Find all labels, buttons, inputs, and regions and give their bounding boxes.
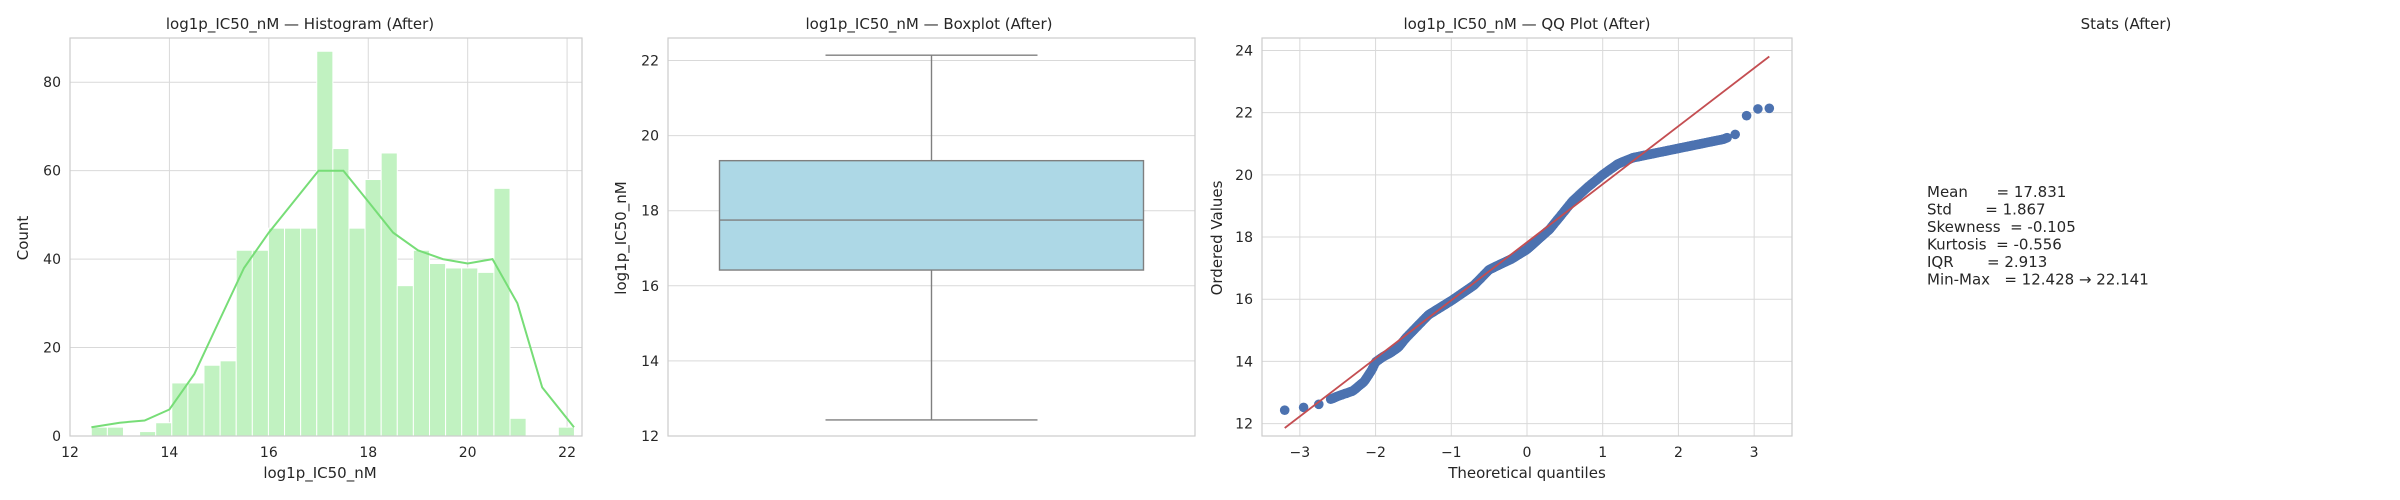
stats-line: Skewness = -0.105 <box>1927 218 2076 236</box>
histogram-bar <box>267 227 286 437</box>
histogram-bar <box>557 426 575 437</box>
histogram-bar <box>187 382 205 437</box>
qq-plot-x-tick-label: −1 <box>1441 445 1462 461</box>
histogram-bar <box>106 426 124 437</box>
histogram-plot-area: 12 14 16 18 20 22 0 20 40 60 80 <box>43 37 583 461</box>
histogram-bar <box>428 263 447 437</box>
boxplot-y-tick-label: 18 <box>641 204 659 220</box>
histogram-bar <box>477 271 495 437</box>
histogram-bar <box>509 417 527 437</box>
histogram-bar <box>155 422 173 437</box>
histogram-bar <box>380 152 398 437</box>
histogram-bar <box>364 179 382 437</box>
histogram-bar <box>251 249 269 437</box>
boxplot-y-tick-label: 22 <box>641 54 659 70</box>
histogram-x-tick-label: 22 <box>558 445 576 461</box>
qq-reference-line <box>1284 55 1770 429</box>
histogram-y-tick-label: 20 <box>43 341 61 357</box>
histogram-y-tick-label: 40 <box>43 252 61 268</box>
histogram-bar <box>396 285 414 437</box>
qq-plot-y-tick-label: 18 <box>1235 230 1253 246</box>
histogram-x-tick-label: 14 <box>161 445 179 461</box>
histogram-kde-line <box>91 169 575 429</box>
qq-plot-axes-frame <box>1261 37 1793 437</box>
boxplot-y-tick-label: 14 <box>641 354 659 370</box>
histogram-bar <box>90 426 108 437</box>
histogram-x-tick-label: 18 <box>359 445 377 461</box>
histogram-bar <box>171 382 189 437</box>
histogram-x-tick-label: 20 <box>459 445 477 461</box>
qq-point <box>1279 405 1290 416</box>
histogram-bar <box>493 187 511 437</box>
histogram-panel: 12 14 16 18 20 22 0 20 40 60 80 log1p_IC50_nM — Hi… <box>14 15 583 483</box>
qq-point <box>1298 402 1309 413</box>
histogram-bar <box>300 227 318 437</box>
stats-line: Mean = 17.831 <box>1927 183 2066 201</box>
histogram-bar <box>332 148 350 437</box>
histogram-bar <box>445 267 463 437</box>
histogram-x-tick-label: 16 <box>260 445 278 461</box>
qq-point <box>1753 104 1763 114</box>
qq-plot-x-tick-label: 2 <box>1674 445 1683 461</box>
histogram-bar <box>412 249 430 437</box>
histogram-bar <box>284 227 302 437</box>
histogram-bar <box>316 50 334 437</box>
histogram-y-tick-label: 60 <box>43 164 61 180</box>
qq-plot-x-tick-label: −3 <box>1290 445 1311 461</box>
qq-point <box>1741 110 1752 121</box>
histogram-bar <box>203 364 221 437</box>
histogram-y-axis-label: Count <box>14 216 32 261</box>
histogram-bar <box>348 227 366 437</box>
qq-point <box>1730 129 1740 140</box>
qq-plot-x-tick-label: −2 <box>1365 445 1386 461</box>
qq-plot-x-tick-label: 3 <box>1750 445 1759 461</box>
qq-plot-y-tick-label: 20 <box>1235 168 1253 184</box>
stats-title: Stats (After) <box>2081 15 2172 33</box>
qq-plot-y-axis-label: Ordered Values <box>1208 180 1226 295</box>
stats-line: Kurtosis = -0.556 <box>1927 236 2062 254</box>
qq-plot-title: log1p_IC50_nM — QQ Plot (After) <box>1403 15 1650 34</box>
boxplot-box <box>718 159 1145 271</box>
histogram-bar <box>461 267 479 437</box>
histogram-bar <box>139 431 157 437</box>
qq-point <box>1314 399 1324 410</box>
histogram-title: log1p_IC50_nM — Histogram (After) <box>166 15 434 34</box>
qq-plot-x-axis-label: Theoretical quantiles <box>1447 464 1606 482</box>
qq-plot-y-tick-label: 24 <box>1235 43 1253 59</box>
histogram-y-tick-label: 0 <box>52 429 61 445</box>
boxplot-title: log1p_IC50_nM — Boxplot (After) <box>805 15 1052 34</box>
qq-plot-x-tick-label: 0 <box>1523 445 1532 461</box>
qq-plot-x-tick-label: 1 <box>1598 445 1607 461</box>
boxplot-y-tick-label: 20 <box>641 129 659 145</box>
qq-plot-y-tick-label: 14 <box>1235 354 1253 370</box>
histogram-axes-frame <box>69 37 583 437</box>
stats-line: Min-Max = 12.428 → 22.141 <box>1927 271 2149 289</box>
boxplot-y-tick-label: 12 <box>641 429 659 445</box>
histogram-x-tick-label: 12 <box>61 445 79 461</box>
qq-point <box>1764 103 1775 114</box>
boxplot-y-axis-label: log1p_IC50_nM <box>612 181 631 294</box>
histogram-x-axis-label: log1p_IC50_nM <box>263 464 376 483</box>
qq-point <box>1722 132 1732 143</box>
boxplot-plot-area: 12 14 16 18 20 22 <box>641 37 1196 445</box>
qq-plot-y-tick-label: 16 <box>1235 292 1253 308</box>
histogram-bar <box>219 360 237 437</box>
boxplot-axes-frame <box>667 37 1196 437</box>
stats-line: Std = 1.867 <box>1927 201 2046 219</box>
boxplot-panel: 12 14 16 18 20 22 log1p_IC50_nM — Boxplot (Af… <box>612 15 1196 445</box>
histogram-y-tick-label: 80 <box>43 75 61 91</box>
boxplot-y-tick-label: 16 <box>641 279 659 295</box>
stats-line: IQR = 2.913 <box>1927 253 2047 271</box>
qq-plot-y-tick-label: 22 <box>1235 106 1253 122</box>
qq-plot-y-tick-label: 12 <box>1235 417 1253 433</box>
